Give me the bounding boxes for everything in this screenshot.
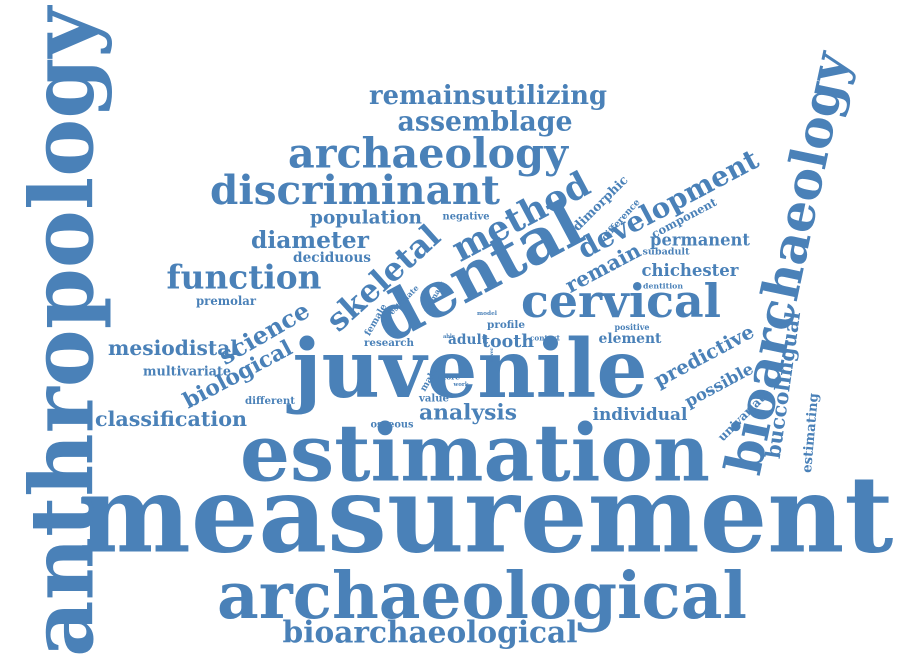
word-anthropology: anthropology [11, 5, 114, 657]
word-model: model [477, 311, 498, 317]
word-measurement: measurement [79, 453, 894, 578]
word-adult: adult [448, 332, 489, 348]
word-function: function [167, 258, 322, 297]
word-chichester: chichester [642, 260, 739, 280]
word-more: more [438, 373, 460, 382]
word-diameter: diameter [251, 226, 370, 254]
word-assemblage: assemblage [397, 107, 572, 138]
word-deciduous: deciduous [293, 250, 371, 266]
word-work: work [453, 382, 469, 388]
word-classification: classification [95, 407, 247, 431]
word-permanent: permanent [650, 231, 750, 250]
word-archaeological: archaeological [217, 558, 747, 634]
word-estimation: estimation [240, 407, 710, 500]
word-negative: negative [443, 212, 490, 223]
word-juvenile: juvenile [287, 322, 648, 416]
word-profile: profile [487, 319, 525, 331]
word-able: able [443, 334, 455, 340]
word-dentition: dentition [643, 282, 683, 291]
word-individual: individual [593, 404, 688, 424]
word-estimating: estimating [800, 393, 822, 474]
word-lower: lower [489, 347, 495, 362]
word-subadult: subadult [643, 247, 691, 258]
word-discriminant: discriminant [210, 166, 500, 214]
word-multivariate: multivariate [143, 365, 231, 380]
word-research: research [364, 337, 414, 349]
word-premolar: premolar [196, 294, 257, 308]
word-element: element [599, 331, 663, 347]
word-population: population [310, 208, 423, 229]
word-context: context [530, 334, 561, 343]
word-remainsutilizing: remainsutilizing [369, 81, 607, 111]
word-bioarchaeological: bioarchaeological [283, 615, 578, 650]
word-tooth: tooth [482, 332, 534, 352]
word-cervical: cervical [521, 274, 721, 328]
word-value: value [418, 393, 449, 405]
word-osseous: osseous [371, 420, 414, 431]
word-mesiodistal: mesiodistal [108, 336, 238, 360]
word-different: different [245, 395, 295, 407]
word-positive: positive [615, 322, 650, 332]
word-analysis: analysis [419, 401, 517, 426]
word-archaeology: archaeology [288, 129, 569, 178]
